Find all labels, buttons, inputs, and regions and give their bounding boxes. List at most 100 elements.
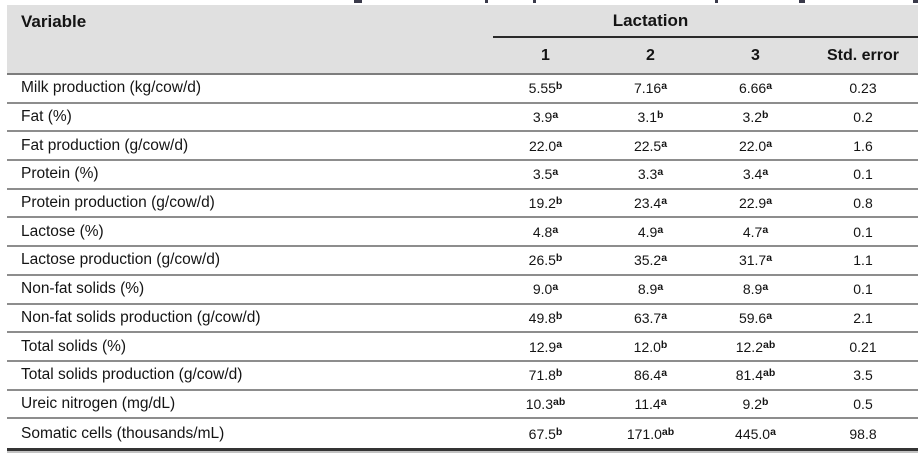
table-row: Milk production (kg/cow/d) 5.55b 7.16a 6…: [7, 75, 918, 104]
row-variable: Non-fat solids (%): [21, 280, 145, 298]
cell-value: 67.5: [528, 425, 556, 442]
cell-lactation-3: 4.7a: [703, 224, 808, 240]
cell-lactation-1: 4.8a: [493, 224, 598, 240]
cell-lactation-2: 8.9a: [598, 281, 703, 297]
cell-value: 22.9: [738, 195, 767, 212]
cell-lactation-2: 35.2a: [598, 252, 703, 268]
column-header-lactation-2: 2: [646, 46, 655, 64]
cell-value: 4.8: [532, 223, 553, 240]
cell-lactation-1: 12.9a: [493, 339, 598, 355]
significance-superscript: a: [762, 166, 769, 179]
table-row: Ureic nitrogen (mg/dL) 10.3ab 11.4a 9.2b…: [7, 391, 918, 420]
cell-std-error: 1.1: [853, 252, 873, 269]
cell-value: 10.3: [525, 395, 553, 412]
row-variable: Milk production (kg/cow/d): [21, 79, 202, 97]
row-variable: Lactose (%): [21, 222, 104, 240]
cell-value: 171.0: [626, 425, 662, 442]
cell-value: 12.9: [528, 338, 557, 355]
table-row: Non-fat solids (%) 9.0a 8.9a 8.9a 0.1: [7, 276, 918, 305]
cell-std-error: 0.5: [853, 395, 873, 412]
cell-std-error: 0.23: [849, 80, 877, 97]
cell-lactation-2: 11.4a: [598, 396, 703, 412]
significance-superscript: a: [661, 80, 668, 93]
cell-lactation-3: 22.0a: [703, 138, 808, 154]
row-variable: Lactose production (g/cow/d): [21, 251, 221, 269]
significance-superscript: a: [552, 166, 559, 179]
cell-value: 3.4: [742, 166, 763, 183]
cell-lactation-3: 9.2b: [703, 396, 808, 412]
cell-value: 3.3: [637, 166, 658, 183]
row-variable: Somatic cells (thousands/mL): [21, 424, 225, 442]
table-row: Non-fat solids production (g/cow/d) 49.8…: [7, 305, 918, 334]
significance-superscript: a: [661, 252, 668, 265]
cell-value: 22.5: [633, 137, 662, 154]
significance-superscript: a: [552, 281, 559, 294]
cell-value: 71.8: [528, 367, 556, 384]
cell-lactation-3: 445.0a: [703, 426, 808, 442]
cell-lactation-1: 22.0a: [493, 138, 598, 154]
significance-superscript: b: [555, 367, 563, 380]
lactation-group-header: Lactation: [493, 5, 918, 38]
cell-value: 3.5: [532, 166, 553, 183]
row-variable: Fat production (g/cow/d): [21, 136, 189, 154]
significance-superscript: b: [762, 395, 769, 408]
significance-superscript: a: [661, 367, 668, 380]
cell-value: 7.16: [633, 80, 662, 97]
cell-lactation-2: 86.4a: [598, 367, 703, 383]
cell-lactation-1: 67.5b: [493, 426, 598, 442]
cell-value: 22.0: [738, 137, 767, 154]
cell-value: 12.0: [633, 338, 661, 355]
row-variable: Total solids production (g/cow/d): [21, 366, 243, 384]
cell-std-error: 0.1: [853, 281, 873, 298]
significance-superscript: b: [762, 109, 769, 122]
table-row: Protein production (g/cow/d) 19.2b 23.4a…: [7, 190, 918, 219]
significance-superscript: a: [661, 137, 668, 150]
cell-lactation-2: 23.4a: [598, 195, 703, 211]
significance-superscript: a: [766, 80, 773, 93]
cell-std-error: 0.1: [853, 223, 873, 240]
cell-std-error: 0.1: [853, 166, 873, 183]
cell-std-error: 0.21: [849, 338, 877, 355]
row-variable: Ureic nitrogen (mg/dL): [21, 394, 176, 412]
significance-superscript: a: [766, 309, 773, 322]
cell-lactation-2: 63.7a: [598, 310, 703, 326]
cell-value: 35.2: [633, 252, 662, 269]
column-header-std-error: Std. error: [826, 46, 899, 64]
cell-lactation-2: 171.0ab: [598, 426, 703, 442]
cropped-text-fragment: [799, 0, 805, 3]
cell-value: 22.0: [528, 137, 557, 154]
row-variable: Protein (%): [21, 165, 99, 183]
cell-lactation-1: 26.5b: [493, 252, 598, 268]
table-row: Protein (%) 3.5a 3.3a 3.4a 0.1: [7, 161, 918, 190]
significance-superscript: ab: [661, 425, 675, 438]
cropped-text-fragment: [485, 0, 488, 3]
cell-lactation-1: 10.3ab: [493, 396, 598, 412]
cell-lactation-3: 3.4a: [703, 166, 808, 182]
cell-value: 3.2: [742, 109, 763, 126]
cell-value: 12.2: [735, 338, 763, 355]
significance-superscript: a: [657, 223, 664, 236]
cell-value: 8.9: [742, 281, 763, 298]
column-header-lactation-1: 1: [541, 46, 550, 64]
cell-value: 23.4: [633, 195, 662, 212]
cell-value: 9.0: [532, 281, 553, 298]
cell-lactation-2: 7.16a: [598, 80, 703, 96]
cell-value: 31.7: [738, 252, 767, 269]
cell-lactation-2: 3.1b: [598, 109, 703, 125]
cell-lactation-2: 4.9a: [598, 224, 703, 240]
cell-lactation-3: 59.6a: [703, 310, 808, 326]
cell-lactation-3: 8.9a: [703, 281, 808, 297]
table-row: Total solids (%) 12.9a 12.0b 12.2ab 0.21: [7, 333, 918, 362]
significance-superscript: a: [762, 223, 769, 236]
table-row: Fat (%) 3.9a 3.1b 3.2b 0.2: [7, 104, 918, 133]
significance-superscript: ab: [762, 367, 776, 380]
row-variable: Total solids (%): [21, 337, 127, 355]
cell-lactation-1: 49.8b: [493, 310, 598, 326]
significance-superscript: a: [766, 195, 773, 208]
cell-value: 9.2: [742, 395, 763, 412]
cell-lactation-3: 3.2b: [703, 109, 808, 125]
significance-superscript: a: [661, 309, 668, 322]
significance-superscript: b: [555, 252, 563, 265]
cell-value: 4.9: [637, 223, 658, 240]
